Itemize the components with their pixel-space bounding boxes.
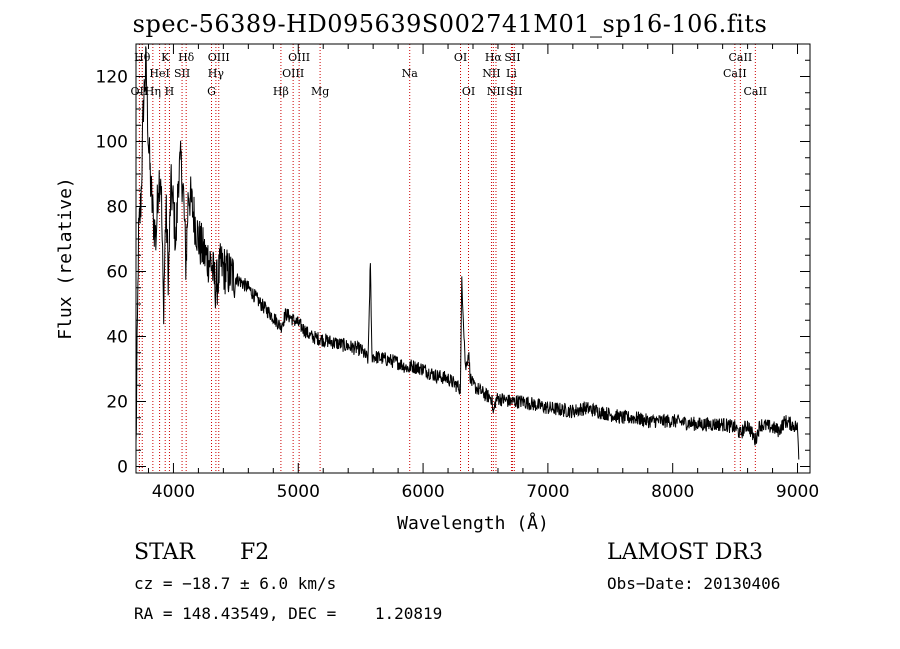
x-tick-label-5: 9000 — [776, 482, 819, 502]
line-marker-label-19: HeI — [149, 67, 169, 80]
line-marker-label-13: CaII — [723, 67, 747, 80]
y-tick-label-2: 40 — [106, 328, 128, 348]
object-class: STAR — [134, 540, 195, 565]
y-axis-label: Flux (relative) — [55, 177, 76, 340]
line-marker-label-10: SII — [504, 51, 520, 64]
x-axis-label: Wavelength (Å) — [397, 512, 549, 534]
line-marker-label-3: Mg — [311, 85, 329, 98]
line-marker-label-17: Hθ — [134, 51, 151, 64]
x-tick-label-0: 4000 — [152, 482, 195, 502]
line-marker-label-6: OI — [462, 85, 475, 98]
redshift-cz: cz = −18.7 ± 6.0 km/s — [134, 574, 337, 593]
line-marker-label-26: G — [207, 85, 216, 98]
observation-date: Obs−Date: 20130406 — [607, 574, 781, 593]
line-marker-label-2: OIII — [288, 51, 310, 64]
x-tick-label-1: 5000 — [277, 482, 320, 502]
y-tick-label-3: 60 — [106, 263, 128, 283]
line-marker-label-0: Hβ — [273, 85, 289, 98]
object-subclass: F2 — [240, 540, 270, 565]
line-marker-label-25: Hγ — [208, 67, 225, 80]
coordinates: RA = 148.43549, DEC = 1.20819 — [134, 604, 443, 623]
axis-tick-labels: 4000 5000 6000 7000 8000 9000 0 20 40 60 80 100 120 — [96, 68, 820, 503]
x-tick-label-2: 6000 — [401, 482, 444, 502]
y-tick-label-0: 0 — [117, 458, 128, 478]
x-tick-label-3: 7000 — [526, 482, 569, 502]
survey-name: LAMOST DR3 — [607, 540, 763, 565]
line-marker-group — [138, 44, 756, 473]
plot-frame — [135, 43, 811, 474]
y-tick-label-6: 120 — [96, 68, 128, 88]
line-marker-label-8: NII — [482, 67, 500, 80]
line-marker-label-22: SII — [174, 67, 190, 80]
x-tick-label-4: 8000 — [651, 482, 694, 502]
line-marker-label-4: Na — [402, 67, 419, 80]
y-tick-label-5: 100 — [96, 133, 128, 153]
line-marker-label-20: K — [161, 51, 170, 64]
line-marker-label-group: HβOIIIOIIIMgNaOIOIHαNIINIISIILiSIICaIICa… — [131, 51, 768, 98]
line-marker-label-18: Hη — [145, 85, 161, 98]
line-marker-label-11: Li — [506, 67, 517, 80]
y-tick-label-1: 20 — [106, 393, 128, 413]
line-marker-label-23: Hδ — [178, 51, 195, 64]
line-marker-label-5: OI — [454, 51, 467, 64]
line-marker-label-15: CaII — [743, 85, 767, 98]
axis-ticks — [136, 44, 810, 473]
line-marker-label-24: OIII — [208, 51, 230, 64]
line-marker-label-7: Hα — [485, 51, 503, 64]
y-tick-label-4: 80 — [106, 198, 128, 218]
chart-title: spec-56389-HD095639S002741M01_sp16-106.f… — [132, 10, 768, 38]
spectrum-line — [135, 46, 800, 460]
line-marker-label-9: NII — [487, 85, 505, 98]
series-group — [135, 46, 800, 460]
line-marker-label-12: SII — [506, 85, 522, 98]
line-marker-label-1: OIII — [282, 67, 304, 80]
line-marker-label-14: CaII — [729, 51, 753, 64]
line-marker-label-21: H — [165, 85, 175, 98]
